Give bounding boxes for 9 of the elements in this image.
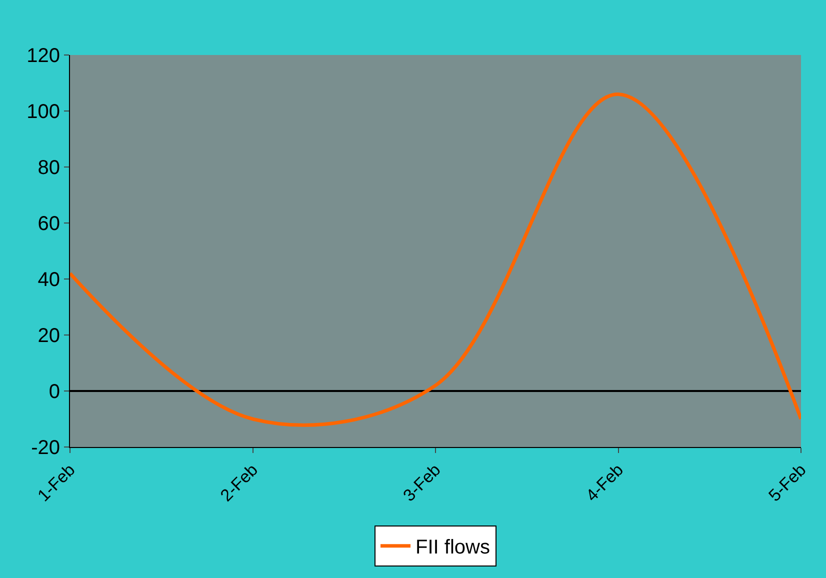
y-tick-label: -20 — [31, 437, 60, 459]
y-tick-label: 80 — [38, 157, 60, 179]
y-tick-label: 20 — [38, 325, 60, 347]
y-tick-label: 120 — [26, 45, 60, 67]
y-tick-label: 60 — [38, 213, 60, 235]
y-tick-label: 100 — [26, 101, 60, 123]
y-tick-label: 0 — [48, 381, 60, 403]
y-tick-label: 40 — [38, 269, 60, 291]
legend-label: FII flows — [416, 536, 490, 559]
